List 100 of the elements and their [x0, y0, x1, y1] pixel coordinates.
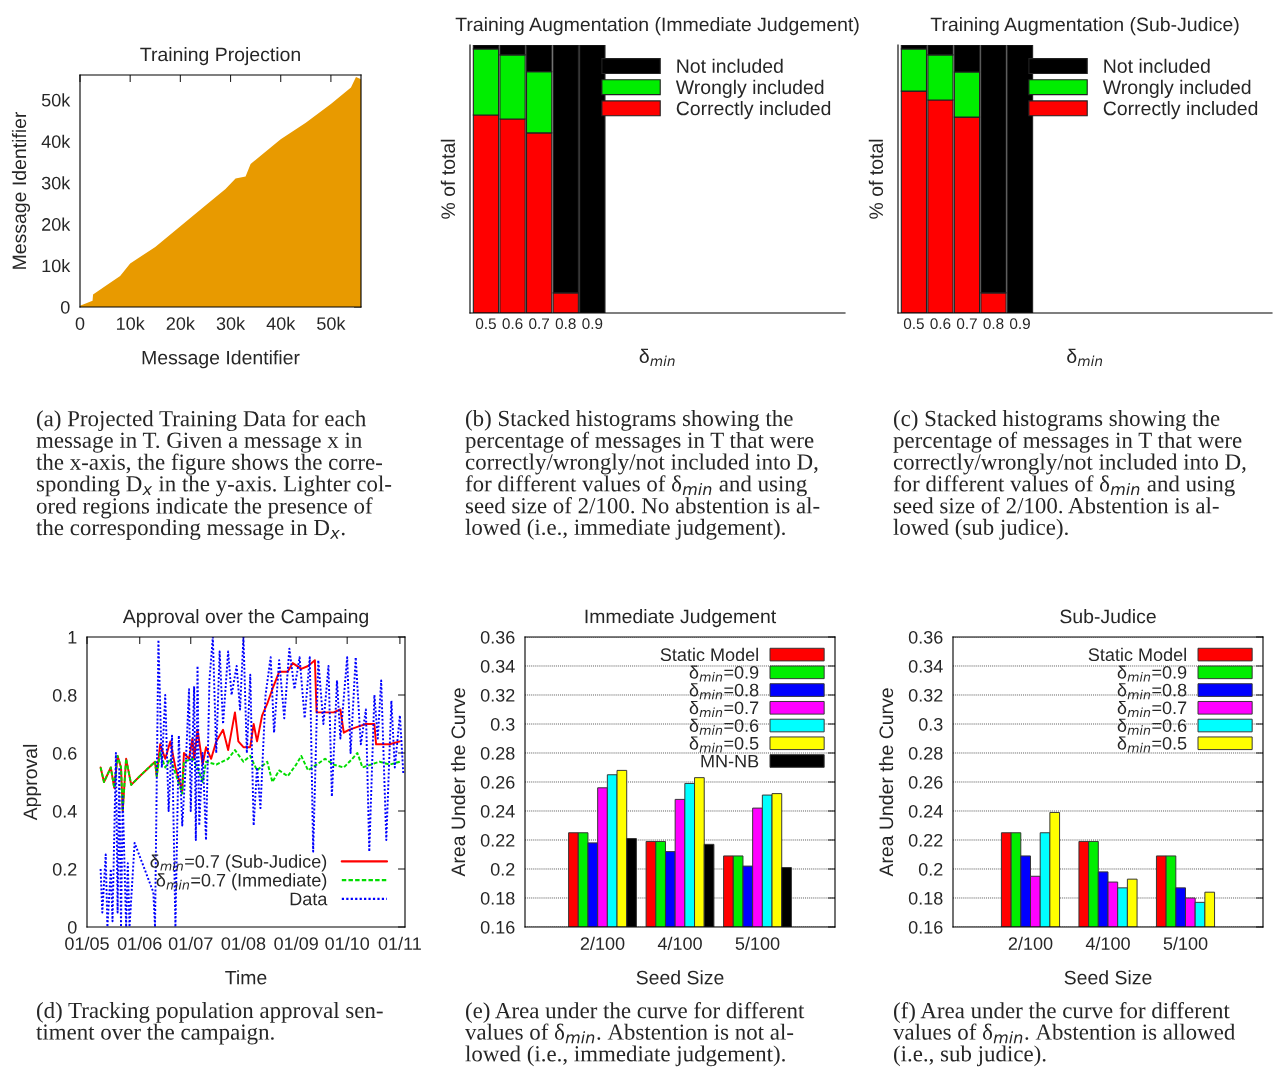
x-axis-title: Message Identifier [142, 350, 300, 369]
legend-label: δ$_{min}$=0.6 [689, 718, 759, 735]
x-tick-label: 4/100 [1085, 936, 1130, 950]
x-tick-label: 0.9 [1009, 318, 1030, 330]
x-tick-label: 20k [166, 316, 195, 330]
x-tick-label: 10k [117, 316, 145, 330]
x-tick-label: 0 [75, 317, 85, 330]
y-tick-label: 0.34 [908, 659, 943, 673]
y-tick-label: 0.32 [480, 688, 515, 702]
x-axis-title: δ$_{min}$ [1067, 348, 1103, 366]
y-tick-label: 0.34 [480, 659, 515, 673]
text: (d) Tracking population approval sen- timent over the campaign. [36, 1002, 383, 1045]
legend-label: δ$_{min}$=0.5 [1117, 736, 1187, 753]
x-tick-label: 01/06 [117, 936, 162, 950]
text: (e) Area under the curve for different values of δ$_{min}$. Abstention is not al- lowed (i.e., immediate judgement). [465, 1002, 805, 1067]
text: (c) Stacked histograms showing the percentage of messages in T that were correctly/wrongly/not included into D, for different values of δ$_{min}$ and using seed size of 2/100. Abstention is al- lowed (sub judice). [893, 410, 1246, 540]
x-axis-title: Seed Size [1064, 970, 1152, 985]
y-tick-label: 0 [60, 300, 70, 314]
legend-label: Correctly included [676, 101, 831, 120]
y-tick-label: 0.8 [52, 688, 77, 702]
y-tick-label: 0.18 [908, 891, 943, 905]
legend-label: Wrongly included [675, 79, 824, 98]
line-series [99, 749, 401, 812]
x-tick-label: 0.7 [529, 318, 549, 330]
y-tick-label: 0.26 [908, 775, 943, 789]
text: (f) Area under the curve for different values of δ$_{min}$. Abstention is allowed (i.e., sub judice). [893, 1002, 1236, 1067]
legend-label: δ$_{min}$=0.7 [1117, 700, 1187, 717]
x-tick-label: 01/07 [168, 936, 213, 950]
y-tick-label: 20k [42, 217, 71, 231]
x-tick-label: 01/11 [378, 936, 421, 950]
y-tick-label: 0.2 [918, 862, 943, 876]
legend-label: Not included [677, 58, 783, 73]
y-tick-label: 0.6 [52, 746, 77, 760]
y-tick-label: 0.4 [52, 804, 77, 818]
x-tick-label: 01/05 [65, 936, 109, 950]
y-tick-label: 0.22 [908, 833, 943, 847]
x-axis-title: δ$_{min}$ [639, 348, 675, 366]
y-tick-label: 0.2 [52, 862, 77, 876]
x-tick-label: 30k [216, 316, 246, 330]
y-tick-label: 0.3 [918, 717, 943, 731]
legend-label: δ$_{min}$=0.8 [689, 683, 759, 700]
y-tick-label: 0.24 [908, 804, 943, 818]
y-tick-label: 0.26 [480, 775, 515, 789]
legend-label: δ$_{min}$=0.7 [689, 700, 759, 717]
y-tick-label: 40k [41, 134, 71, 149]
y-axis-title: Area Under the Curve [878, 688, 894, 877]
y-tick-label: 10k [42, 259, 71, 273]
x-tick-label: 2/100 [1008, 936, 1053, 950]
text: Training Augmentation (Sub-Judice) [930, 17, 1239, 36]
chart-title: Training Projection [140, 47, 300, 66]
x-tick-label: 0.8 [555, 318, 576, 330]
text: Training Augmentation (Immediate Judgement) [455, 17, 859, 36]
chart-title: Sub-Judice [1060, 609, 1156, 624]
y-tick-label: 0.22 [480, 833, 515, 847]
line-series [99, 659, 401, 812]
x-tick-label: 40k [266, 316, 296, 330]
x-tick-label: 0.5 [475, 318, 496, 330]
y-tick-label: 0.28 [908, 746, 943, 760]
legend-label: δ$_{min}$=0.7 (Sub-Judice) [150, 854, 327, 872]
y-tick-label: 0.36 [480, 630, 515, 644]
x-tick-label: 5/100 [1163, 936, 1208, 950]
x-tick-label: 01/09 [274, 936, 318, 950]
y-tick-label: 0.36 [908, 630, 943, 644]
legend-label: δ$_{min}$=0.6 [1117, 718, 1187, 735]
legend-label: Data [290, 892, 328, 906]
legend-label: Wrongly included [1102, 79, 1251, 98]
chart-title: Immediate Judgement [585, 609, 777, 628]
x-tick-label: 0.7 [956, 318, 977, 330]
y-axis-title: % of total [440, 139, 456, 219]
x-axis-title: Time [225, 970, 267, 985]
x-tick-label: 5/100 [735, 936, 780, 950]
y-axis-title: Message Identifier [11, 111, 31, 269]
legend-label: δ$_{min}$=0.9 [1117, 665, 1187, 682]
y-tick-label: 0.32 [908, 688, 943, 702]
y-tick-label: 50k [41, 93, 71, 107]
legend-label: δ$_{min}$=0.5 [689, 736, 759, 753]
y-axis-title: Area Under the Curve [450, 688, 466, 877]
y-tick-label: 1 [68, 631, 77, 644]
x-tick-label: 0.9 [582, 318, 603, 330]
x-tick-label: 4/100 [657, 936, 702, 950]
legend-label: Correctly included [1103, 101, 1258, 120]
y-tick-label: 0 [67, 920, 77, 934]
chart-title: Approval over the Campaing [122, 609, 368, 628]
legend-label: MN-NB [701, 754, 759, 768]
y-tick-label: 0.3 [490, 717, 515, 731]
x-tick-label: 2/100 [580, 936, 625, 950]
x-axis-title: Seed Size [636, 970, 724, 985]
text: (a) Projected Training Data for each message in T. Given a message x in the x-axis, the figure shows the corre- sponding D$_{x}$ in the y-axis. Lighter col- ored regions indicate the presence of the corresponding message in D$_{x}$. [36, 410, 392, 541]
x-tick-label: 50k [317, 316, 346, 330]
legend-label: δ$_{min}$=0.8 [1117, 683, 1187, 700]
y-tick-label: 0.18 [480, 891, 515, 905]
y-axis-title: % of total [868, 139, 884, 219]
x-tick-label: 0.5 [903, 318, 924, 330]
legend-label: δ$_{min}$=0.7 (Immediate) [156, 873, 327, 891]
x-tick-label: 01/08 [221, 936, 266, 950]
legend-label: Static Model [660, 647, 758, 662]
y-tick-label: 0.24 [480, 804, 515, 818]
y-tick-label: 0.28 [480, 746, 515, 760]
y-tick-label: 0.16 [908, 920, 943, 934]
x-tick-label: 0.6 [502, 318, 523, 330]
